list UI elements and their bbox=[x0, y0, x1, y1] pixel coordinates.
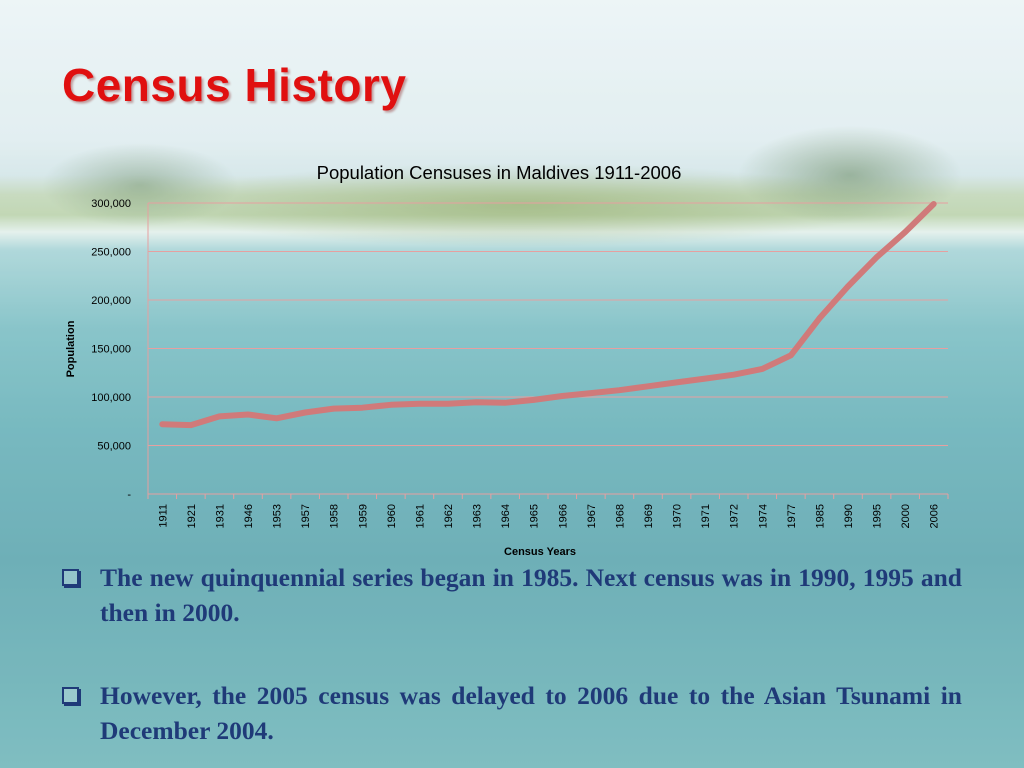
y-tick-label: 50,000 bbox=[97, 441, 131, 453]
x-tick-label: 1962 bbox=[443, 504, 455, 528]
data-point bbox=[302, 410, 308, 416]
data-point bbox=[245, 411, 251, 417]
x-tick-label: 2000 bbox=[900, 504, 912, 528]
data-point bbox=[902, 229, 908, 235]
x-tick-label: 1965 bbox=[529, 504, 541, 528]
x-tick-label: 1959 bbox=[357, 504, 369, 528]
x-tick-label: 1931 bbox=[214, 504, 226, 528]
x-tick-labels: 1911 1921 1931 1946 1953 1957 1958 1959 1960 1961… bbox=[157, 504, 940, 528]
x-tick-label: 1974 bbox=[757, 504, 769, 528]
axes bbox=[147, 203, 949, 499]
data-point bbox=[445, 401, 451, 407]
x-axis-label: Census Years bbox=[504, 546, 576, 558]
x-tick-label: 1971 bbox=[700, 504, 712, 528]
x-tick-label: 1911 bbox=[157, 504, 169, 528]
y-tick-label: 200,000 bbox=[91, 295, 131, 307]
x-tick-label: 1921 bbox=[186, 504, 198, 528]
x-tick-label: 1966 bbox=[557, 504, 569, 528]
x-tick-label: 1970 bbox=[672, 504, 684, 528]
data-point bbox=[416, 401, 422, 407]
data-point bbox=[531, 397, 537, 403]
x-tick-label: 1963 bbox=[472, 504, 484, 528]
bullet-text: The new quinquennial series began in 198… bbox=[100, 563, 962, 627]
y-tick-labels: - 50,000 100,000 150,000 200,000 250,000 300,0… bbox=[91, 198, 131, 501]
data-point bbox=[702, 376, 708, 382]
chart-title: Population Censuses in Maldives 1911-200… bbox=[317, 162, 682, 183]
y-tick-label: 300,000 bbox=[91, 198, 131, 210]
x-tick-label: 1977 bbox=[786, 504, 798, 528]
x-tick-label: 1972 bbox=[729, 504, 741, 528]
bullet-item: However, the 2005 census was delayed to … bbox=[62, 678, 962, 748]
data-point bbox=[559, 393, 565, 399]
x-tick-label: 1961 bbox=[414, 504, 426, 528]
gridlines bbox=[148, 202, 948, 446]
y-tick-label: - bbox=[127, 489, 131, 501]
data-point bbox=[788, 352, 794, 358]
x-tick-label: 1957 bbox=[300, 504, 312, 528]
x-tick-label: 1958 bbox=[329, 504, 341, 528]
y-axis-label: Population bbox=[65, 320, 77, 377]
data-point bbox=[474, 399, 480, 405]
data-point bbox=[731, 372, 737, 378]
x-tick-label: 1960 bbox=[386, 504, 398, 528]
data-point bbox=[388, 402, 394, 408]
data-point bbox=[845, 283, 851, 289]
checkbox-bullet-icon bbox=[62, 569, 79, 586]
data-point bbox=[588, 390, 594, 396]
data-point bbox=[331, 406, 337, 412]
bullet-item: The new quinquennial series began in 198… bbox=[62, 560, 962, 630]
data-point bbox=[188, 422, 194, 428]
x-tick-label: 1953 bbox=[272, 504, 284, 528]
y-tick-label: 100,000 bbox=[91, 392, 131, 404]
x-tick-label: 1964 bbox=[500, 504, 512, 528]
slide-title: Census History bbox=[62, 59, 407, 111]
x-tick-label: 1990 bbox=[843, 504, 855, 528]
bullet-text: However, the 2005 census was delayed to … bbox=[100, 681, 962, 745]
population-line-chart: Population Censuses in Maldives 1911-200… bbox=[65, 162, 949, 558]
data-point bbox=[874, 254, 880, 260]
x-tick-label: 1946 bbox=[243, 504, 255, 528]
y-tick-label: 250,000 bbox=[91, 247, 131, 259]
x-tick-label: 1967 bbox=[586, 504, 598, 528]
data-point bbox=[159, 421, 165, 427]
data-point bbox=[274, 415, 280, 421]
data-point bbox=[759, 366, 765, 372]
data-point bbox=[931, 201, 937, 207]
x-tick-label: 1968 bbox=[614, 504, 626, 528]
y-tick-label: 150,000 bbox=[91, 344, 131, 356]
data-point bbox=[216, 413, 222, 419]
x-tick-label: 1985 bbox=[814, 504, 826, 528]
x-tick-label: 1995 bbox=[872, 504, 884, 528]
population-series-line bbox=[159, 201, 937, 429]
data-point bbox=[616, 387, 622, 393]
data-point bbox=[645, 383, 651, 389]
bullet-list: The new quinquennial series began in 198… bbox=[62, 560, 962, 748]
data-point bbox=[816, 315, 822, 321]
data-point bbox=[359, 405, 365, 411]
data-point bbox=[674, 379, 680, 385]
data-point bbox=[502, 400, 508, 406]
x-tick-label: 2006 bbox=[929, 504, 941, 528]
series-layer bbox=[159, 201, 937, 429]
x-tick-label: 1969 bbox=[643, 504, 655, 528]
checkbox-bullet-icon bbox=[62, 687, 79, 704]
